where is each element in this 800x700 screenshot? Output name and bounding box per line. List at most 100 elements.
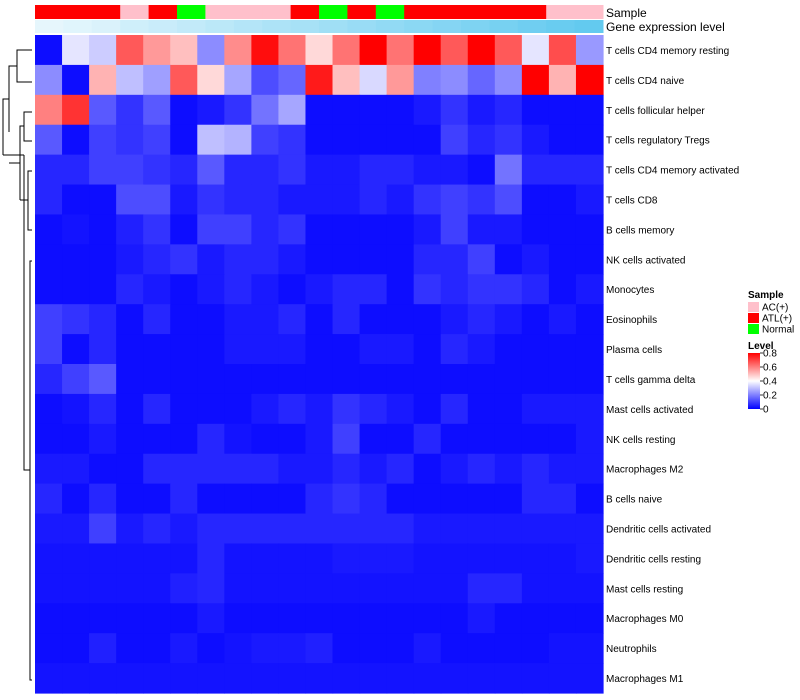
heatmap-cell: [548, 214, 577, 245]
heatmap-cell: [467, 453, 496, 485]
sample-annotation-cell: [574, 5, 604, 19]
heatmap-cell: [197, 663, 225, 694]
heatmap-cell: [548, 663, 577, 694]
expression-annotation-cell: [205, 20, 235, 33]
heatmap-cell: [386, 124, 415, 156]
heatmap-cell: [494, 154, 523, 186]
heatmap-cell: [332, 64, 361, 96]
heatmap-cell: [575, 64, 604, 96]
sample-annotation-cell: [148, 5, 178, 19]
heatmap-cell: [116, 423, 144, 455]
heatmap-cell: [440, 573, 469, 604]
heatmap-cell: [359, 154, 388, 186]
heatmap-cell: [386, 304, 415, 335]
heatmap-cell: [35, 483, 63, 515]
heatmap-cell: [521, 633, 550, 664]
row-label: T cells regulatory Tregs: [606, 136, 710, 147]
heatmap-cell: [386, 154, 415, 186]
sample-annotation-cell: [319, 5, 348, 19]
heatmap-cell: [494, 124, 523, 156]
heatmap-cell: [332, 334, 361, 365]
heatmap-cell: [521, 364, 550, 395]
heatmap-cell: [116, 154, 144, 186]
heatmap-cell: [35, 364, 63, 395]
heatmap-cell: [521, 94, 550, 126]
heatmap-cell: [467, 124, 496, 156]
heatmap-cell: [494, 453, 523, 485]
expression-annotation-cell: [375, 20, 405, 33]
heatmap-cell: [62, 154, 90, 186]
heatmap-cell: [35, 154, 63, 186]
heatmap-cell: [305, 64, 334, 96]
heatmap-cell: [467, 154, 496, 186]
heatmap-cell: [467, 64, 496, 96]
heatmap-cell: [548, 35, 577, 66]
heatmap-cell: [143, 483, 171, 515]
heatmap-cell: [575, 633, 604, 664]
heatmap-cell: [62, 423, 90, 455]
heatmap-cell: [62, 214, 90, 245]
heatmap-cell: [521, 573, 550, 604]
legend-level-title: Level: [748, 341, 774, 352]
heatmap-cell: [332, 573, 361, 604]
heatmap-cell: [575, 124, 604, 156]
heatmap-cell: [35, 244, 63, 275]
heatmap-cell: [332, 603, 361, 634]
row-label: T cells CD4 memory resting: [606, 46, 729, 57]
heatmap-cell: [548, 603, 577, 634]
heatmap-cell: [332, 214, 361, 245]
heatmap-cell: [575, 154, 604, 186]
heatmap-cell: [521, 483, 550, 515]
heatmap-cell: [89, 453, 117, 485]
heatmap-cell: [413, 94, 442, 126]
heatmap-cell: [332, 483, 361, 515]
heatmap-cell: [548, 244, 577, 275]
heatmap-cell: [170, 483, 198, 515]
heatmap-cell: [359, 543, 388, 574]
heatmap-cell: [467, 274, 496, 305]
heatmap-cell: [170, 663, 198, 694]
heatmap-cell: [440, 603, 469, 634]
heatmap-cell: [89, 573, 117, 604]
heatmap-cell: [251, 543, 280, 574]
heatmap-cell: [89, 64, 117, 96]
legend-tick-label: 0.8: [763, 349, 777, 360]
heatmap-cell: [197, 453, 225, 485]
heatmap-cell: [494, 423, 523, 455]
heatmap-cell: [467, 483, 496, 515]
heatmap-cell: [89, 364, 117, 395]
heatmap-cell: [62, 334, 90, 365]
heatmap-cell: [35, 633, 63, 664]
heatmap-cell: [413, 453, 442, 485]
heatmap-cell: [62, 94, 90, 126]
legend-tick-label: 0: [763, 405, 769, 416]
heatmap-cell: [197, 64, 225, 96]
heatmap-cell: [116, 124, 144, 156]
heatmap-cell: [332, 154, 361, 186]
heatmap-cell: [359, 64, 388, 96]
legend-swatch: [748, 313, 759, 323]
heatmap-cell: [35, 274, 63, 305]
heatmap-cell: [89, 304, 117, 335]
heatmap-cell: [278, 334, 307, 365]
heatmap-cell: [332, 184, 361, 216]
heatmap-cell: [413, 274, 442, 305]
heatmap-cell: [467, 244, 496, 275]
heatmap-cell: [575, 35, 604, 66]
heatmap-cell: [62, 633, 90, 664]
heatmap-cell: [278, 214, 307, 245]
heatmap-cell: [332, 543, 361, 574]
heatmap-cell: [359, 483, 388, 515]
heatmap-cell: [224, 393, 252, 425]
heatmap-cell: [305, 214, 334, 245]
heatmap-cell: [197, 633, 225, 664]
heatmap-cell: [359, 94, 388, 126]
heatmap-cell: [440, 184, 469, 216]
heatmap-cell: [170, 513, 198, 545]
heatmap-cell: [359, 274, 388, 305]
heatmap-cell: [35, 603, 63, 634]
heatmap-cell: [197, 274, 225, 305]
heatmap-cell: [197, 304, 225, 335]
heatmap-cell: [386, 513, 415, 545]
heatmap-cell: [197, 124, 225, 156]
